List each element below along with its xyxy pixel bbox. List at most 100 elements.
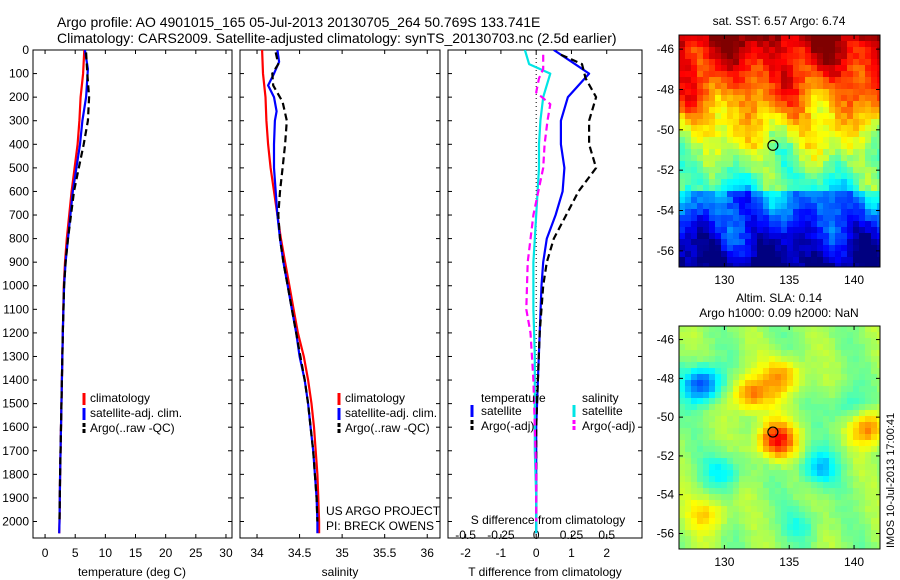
map-cell bbox=[685, 536, 692, 543]
map-cell bbox=[685, 506, 692, 513]
map-cell bbox=[829, 119, 836, 126]
map-cell bbox=[787, 167, 794, 174]
map-cell bbox=[787, 458, 794, 465]
map-cell bbox=[811, 143, 818, 150]
map-cell bbox=[679, 35, 686, 42]
map-cell bbox=[775, 332, 782, 339]
map-cell bbox=[853, 410, 860, 417]
map-cell bbox=[817, 167, 824, 174]
map-cell bbox=[769, 350, 776, 357]
map-cell bbox=[775, 362, 782, 369]
map-cell bbox=[787, 161, 794, 168]
map-cell bbox=[685, 107, 692, 114]
map-cell bbox=[739, 356, 746, 363]
map-cell bbox=[727, 143, 734, 150]
map-cell bbox=[727, 494, 734, 501]
map-cell bbox=[853, 191, 860, 198]
map-cell bbox=[811, 233, 818, 240]
map-cell bbox=[751, 344, 758, 351]
map-cell bbox=[877, 65, 880, 72]
map-cell bbox=[859, 476, 866, 483]
map-cell bbox=[811, 137, 818, 144]
map-cell bbox=[763, 245, 770, 252]
map-cell bbox=[733, 440, 740, 447]
map-cell bbox=[691, 482, 698, 489]
map-cell bbox=[853, 233, 860, 240]
map-cell bbox=[805, 332, 812, 339]
map-cell bbox=[841, 47, 848, 54]
map-cell bbox=[823, 368, 830, 375]
map-cell bbox=[727, 332, 734, 339]
map-cell bbox=[691, 65, 698, 72]
map-cell bbox=[745, 362, 752, 369]
map-cell bbox=[865, 41, 872, 48]
map-cell bbox=[805, 89, 812, 96]
map-cell bbox=[793, 95, 800, 102]
map-cell bbox=[877, 410, 880, 417]
map-cell bbox=[745, 518, 752, 525]
map-cell bbox=[871, 137, 878, 144]
map-cell bbox=[877, 185, 880, 192]
depth-tick-label: 600 bbox=[9, 184, 29, 198]
map-cell bbox=[811, 203, 818, 210]
map-cell bbox=[871, 524, 878, 531]
map-cell bbox=[757, 77, 764, 84]
map-cell bbox=[775, 326, 782, 333]
map-cell bbox=[679, 245, 686, 252]
map-cell bbox=[823, 500, 830, 507]
map-cell bbox=[709, 113, 716, 120]
map-cell bbox=[859, 179, 866, 186]
map-cell bbox=[823, 344, 830, 351]
map-cell bbox=[877, 89, 880, 96]
map-cell bbox=[697, 47, 704, 54]
map-cell bbox=[709, 143, 716, 150]
map-cell bbox=[697, 524, 704, 531]
map-cell bbox=[733, 368, 740, 375]
map-cell bbox=[769, 476, 776, 483]
map-cell bbox=[739, 440, 746, 447]
map-cell bbox=[721, 452, 728, 459]
depth-tick-label: 2000 bbox=[2, 514, 29, 528]
map-cell bbox=[835, 512, 842, 519]
map-cell bbox=[811, 209, 818, 216]
map-cell bbox=[745, 392, 752, 399]
map-cell bbox=[715, 113, 722, 120]
map-cell bbox=[811, 101, 818, 108]
map-cell bbox=[697, 125, 704, 132]
map-cell bbox=[787, 257, 794, 264]
map-cell bbox=[679, 143, 686, 150]
map-cell bbox=[727, 257, 734, 264]
map-cell bbox=[775, 149, 782, 156]
map-cell bbox=[805, 71, 812, 78]
map-cell bbox=[769, 446, 776, 453]
map-cell bbox=[853, 512, 860, 519]
map-cell bbox=[823, 233, 830, 240]
map-cell bbox=[817, 35, 824, 42]
map-cell bbox=[787, 404, 794, 411]
map-cell bbox=[823, 203, 830, 210]
map-cell bbox=[829, 107, 836, 114]
map-cell bbox=[823, 452, 830, 459]
map-cell bbox=[793, 263, 800, 267]
map-cell bbox=[781, 464, 788, 471]
map-cell bbox=[829, 77, 836, 84]
map-cell bbox=[829, 143, 836, 150]
map-cell bbox=[853, 416, 860, 423]
map-cell bbox=[727, 452, 734, 459]
map-cell bbox=[733, 203, 740, 210]
map-cell bbox=[787, 77, 794, 84]
map-cell bbox=[763, 149, 770, 156]
map-cell bbox=[703, 386, 710, 393]
map-cell bbox=[847, 197, 854, 204]
map-cell bbox=[823, 422, 830, 429]
map-cell bbox=[703, 512, 710, 519]
map-cell bbox=[751, 251, 758, 258]
map-cell bbox=[709, 482, 716, 489]
map-cell bbox=[733, 506, 740, 513]
map-cell bbox=[853, 137, 860, 144]
map-cell bbox=[703, 59, 710, 66]
map-cell bbox=[775, 488, 782, 495]
map-cell bbox=[781, 506, 788, 513]
map-cell bbox=[865, 251, 872, 258]
map-cell bbox=[781, 338, 788, 345]
